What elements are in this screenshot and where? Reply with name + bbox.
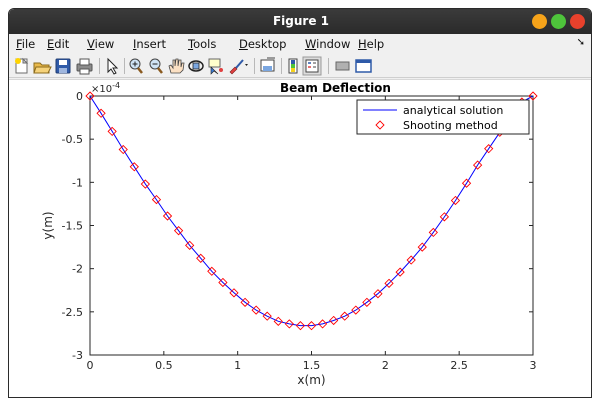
- minimize-button[interactable]: [532, 14, 547, 29]
- y-tick-label: -3: [72, 349, 83, 362]
- window-title: Figure 1: [272, 14, 330, 28]
- shooting-method-point[interactable]: [118, 144, 128, 155]
- shooting-method-point[interactable]: [373, 289, 383, 299]
- y-tick-label: 0: [76, 90, 83, 103]
- shooting-method-point[interactable]: [151, 194, 162, 205]
- x-tick-label: 0: [87, 359, 94, 372]
- menu-view[interactable]: View: [87, 37, 115, 51]
- shooting-method-point[interactable]: [85, 91, 95, 101]
- legend-marker-swatch: [375, 120, 385, 130]
- shooting-method-point[interactable]: [384, 278, 394, 288]
- shooting-method-point[interactable]: [207, 266, 217, 276]
- chart-title: Beam Deflection: [280, 81, 391, 95]
- title-bar[interactable]: Figure 1: [9, 9, 591, 34]
- shooting-method-point[interactable]: [528, 91, 538, 101]
- axes-box[interactable]: [89, 95, 534, 356]
- rotate-3d-icon[interactable]: [188, 60, 204, 72]
- series-line-analytical-solution[interactable]: [89, 95, 534, 327]
- shooting-method-point[interactable]: [428, 227, 438, 238]
- x-tick-label: 1.5: [303, 359, 321, 372]
- shooting-method-point[interactable]: [218, 277, 228, 288]
- menu-desktop[interactable]: Desktop: [239, 37, 287, 51]
- y-tick-label: -2.5: [62, 306, 83, 319]
- y-tick-label: -2: [72, 263, 83, 276]
- open-file-icon[interactable]: [33, 62, 52, 74]
- zoom-out-icon[interactable]: [149, 58, 163, 74]
- figure-canvas: 0 0.5 1 1.5 2 2.5 3 0 -0.5 -1 -1.5 -2 -2.5 -3 ×10-4 Bea…: [9, 79, 592, 398]
- shooting-method-point[interactable]: [317, 319, 328, 329]
- shooting-method-point[interactable]: [229, 288, 239, 298]
- brush-icon[interactable]: [229, 59, 248, 75]
- hide-plot-tools-icon[interactable]: [335, 61, 350, 71]
- x-tick-label: 2: [382, 359, 389, 372]
- shooting-method-point[interactable]: [96, 108, 106, 118]
- zoom-in-icon[interactable]: [129, 58, 143, 74]
- menu-window[interactable]: Window: [305, 37, 351, 51]
- shooting-method-point[interactable]: [196, 253, 206, 263]
- menu-edit[interactable]: Edit: [47, 37, 70, 51]
- x-tick-label: 2.5: [450, 359, 468, 372]
- shooting-method-point[interactable]: [129, 162, 139, 172]
- insert-legend-icon[interactable]: [302, 56, 322, 76]
- y-tick-label: -1.5: [62, 220, 83, 233]
- shooting-method-point[interactable]: [162, 211, 173, 221]
- close-button[interactable]: [570, 14, 585, 29]
- y-tick-label: -0.5: [62, 133, 83, 146]
- show-plot-tools-icon[interactable]: [355, 59, 372, 73]
- figure-toolbar: [9, 54, 591, 78]
- menu-tools[interactable]: Tools: [188, 37, 217, 51]
- shooting-method-point[interactable]: [306, 321, 317, 331]
- figure-window: Figure 1 File Edit View Insert Tools Desktop W…: [8, 8, 592, 398]
- shooting-method-point[interactable]: [295, 321, 306, 331]
- legend-box[interactable]: [356, 99, 530, 135]
- shooting-method-point[interactable]: [450, 195, 461, 206]
- shooting-method-point[interactable]: [484, 144, 494, 154]
- pan-hand-icon[interactable]: [168, 58, 185, 74]
- shooting-method-point[interactable]: [262, 311, 272, 321]
- shooting-method-point[interactable]: [329, 315, 339, 326]
- y-tick-label: -1: [72, 176, 83, 189]
- x-tick-label: 3: [530, 359, 537, 372]
- shooting-method-point[interactable]: [185, 240, 195, 250]
- data-cursor-icon[interactable]: [208, 58, 223, 75]
- shooting-method-point[interactable]: [406, 255, 416, 265]
- y-axis-label: y(m): [41, 211, 55, 239]
- shooting-method-point[interactable]: [284, 319, 294, 329]
- print-icon[interactable]: [76, 58, 93, 75]
- menu-bar: File Edit View Insert Tools Desktop Window Help…: [9, 34, 591, 54]
- menu-help[interactable]: Help: [358, 37, 385, 51]
- shooting-method-point[interactable]: [472, 160, 483, 170]
- legend-entry-shooting-method: Shooting method: [403, 119, 498, 132]
- insert-colorbar-icon[interactable]: [288, 58, 298, 74]
- link-plot-icon[interactable]: [260, 57, 275, 72]
- shooting-method-point[interactable]: [417, 242, 427, 252]
- shooting-method-point[interactable]: [251, 305, 261, 315]
- y-exponent-label: ×10-4: [91, 81, 120, 95]
- shooting-method-point[interactable]: [340, 311, 350, 321]
- shooting-method-point[interactable]: [173, 226, 184, 236]
- menu-file[interactable]: File: [16, 37, 36, 51]
- shooting-method-point[interactable]: [273, 316, 283, 326]
- x-axis-label: x(m): [297, 373, 325, 387]
- dock-arrow-icon[interactable]: ➘: [576, 37, 585, 48]
- x-tick-label: 0.5: [155, 359, 173, 372]
- edit-plot-arrow-icon[interactable]: [107, 57, 119, 75]
- x-tick-label: 1: [234, 359, 241, 372]
- menu-insert[interactable]: Insert: [133, 37, 166, 51]
- shooting-method-point[interactable]: [107, 126, 117, 137]
- save-icon[interactable]: [55, 58, 71, 74]
- maximize-button[interactable]: [551, 14, 566, 29]
- shooting-method-point[interactable]: [362, 297, 372, 307]
- shooting-method-point[interactable]: [140, 179, 151, 189]
- shooting-method-point[interactable]: [351, 305, 361, 315]
- beam-deflection-plot[interactable]: 0 0.5 1 1.5 2 2.5 3 0 -0.5 -1 -1.5 -2 -2.5 -3 ×10-4 Bea…: [9, 80, 592, 398]
- new-figure-icon[interactable]: [15, 57, 29, 74]
- legend-entry-analytical-solution: analytical solution: [403, 104, 503, 117]
- shooting-method-point[interactable]: [461, 178, 472, 188]
- shooting-method-point[interactable]: [395, 267, 405, 277]
- shooting-method-point[interactable]: [240, 297, 250, 307]
- shooting-method-point[interactable]: [439, 212, 450, 222]
